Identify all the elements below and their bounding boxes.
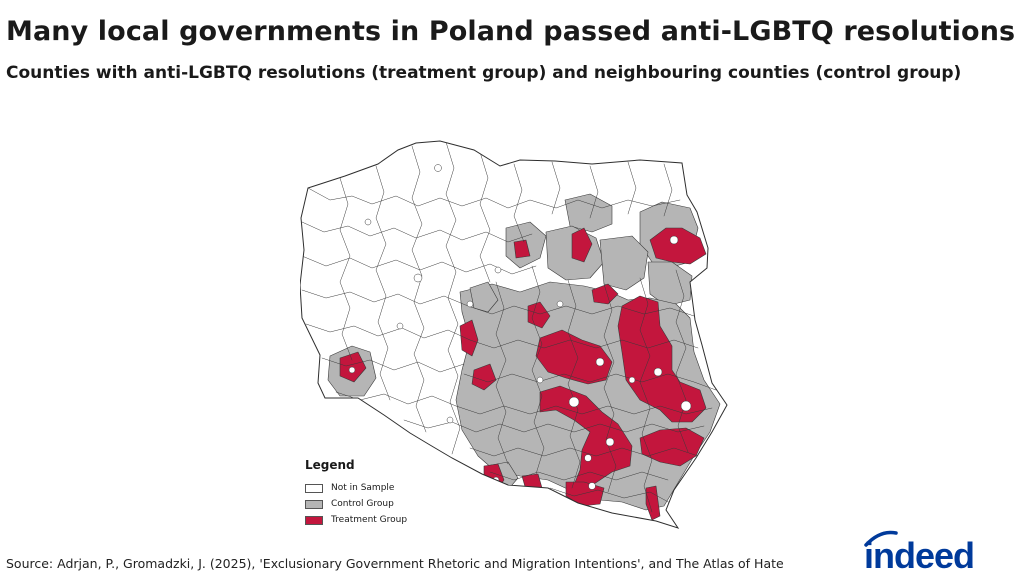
chart-title: Many local governments in Poland passed … <box>6 16 1016 47</box>
chart-subtitle: Counties with anti-LGBTQ resolutions (tr… <box>6 63 962 83</box>
city-counties <box>348 164 692 490</box>
legend-swatch-red <box>305 515 323 525</box>
legend-label: Not in Sample <box>331 483 395 493</box>
source-note: Source: Adrjan, P., Gromadzki, J. (2025)… <box>6 556 784 571</box>
legend-item-control-group: Control Group <box>305 496 445 512</box>
legend-item-not-in-sample: Not in Sample <box>305 480 445 496</box>
indeed-logo: indeed <box>862 530 1007 576</box>
legend-swatch-white <box>305 483 323 493</box>
svg-text:indeed: indeed <box>864 535 974 576</box>
country-outline <box>300 140 728 529</box>
legend-item-treatment-group: Treatment Group <box>305 512 445 528</box>
legend-label: Treatment Group <box>331 515 408 525</box>
legend-label: Control Group <box>331 499 394 509</box>
legend: Legend Not in Sample Control Group Treat… <box>305 458 445 528</box>
legend-swatch-gray <box>305 499 323 509</box>
poland-county-map <box>300 140 730 535</box>
legend-title: Legend <box>305 458 355 472</box>
